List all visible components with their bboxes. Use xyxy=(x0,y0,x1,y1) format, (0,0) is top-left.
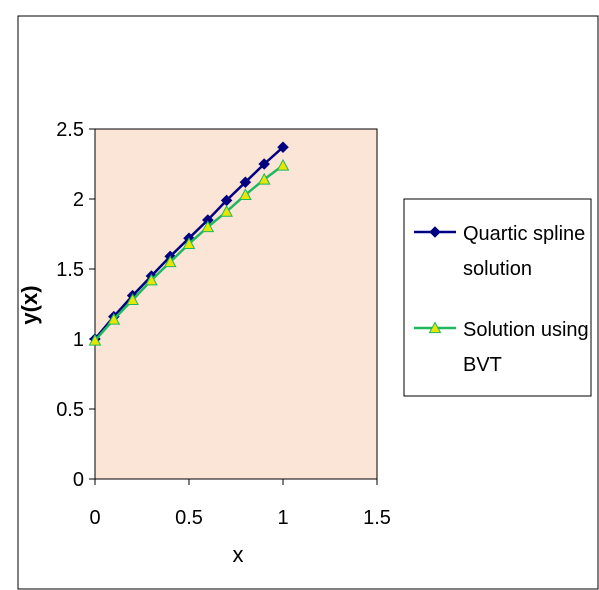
x-tick-label: 0.5 xyxy=(175,507,203,529)
series-2-point xyxy=(276,158,290,171)
legend-label-line: BVT xyxy=(463,354,502,376)
y-axis-label: y(x) xyxy=(17,285,42,324)
y-tick-label: 2 xyxy=(73,189,84,211)
series-2-point xyxy=(239,188,252,200)
plot-area xyxy=(94,128,378,480)
legend-label-line: solution xyxy=(463,258,532,280)
y-tick-label: 2.5 xyxy=(56,119,84,141)
series-2-point xyxy=(220,205,233,217)
legend-label-line: Quartic spline xyxy=(463,223,585,245)
series-2-point xyxy=(201,220,215,233)
x-axis: 0 0.5 1 1.5 xyxy=(89,478,391,529)
y-tick-label: 1 xyxy=(73,329,84,351)
legend-label-line: Solution using xyxy=(463,319,589,341)
series-1-point xyxy=(277,141,289,154)
series-layer xyxy=(88,141,290,346)
x-tick-label: 1 xyxy=(277,507,288,529)
series-2-point xyxy=(107,312,121,325)
y-tick-label: 1.5 xyxy=(56,259,84,281)
x-tick-label: 1.5 xyxy=(363,507,391,529)
legend-swatch-marker xyxy=(428,321,442,334)
series-2 xyxy=(88,158,290,346)
legend-entry-2: Solution using BVT xyxy=(414,319,589,376)
legend: Quartic spline solution Solution using BVT xyxy=(403,198,592,397)
series-1-point xyxy=(258,158,271,170)
y-axis: 0 0.5 1 1.5 2 2.5 xyxy=(56,119,96,491)
series-2-point xyxy=(88,333,102,346)
series-1-point xyxy=(239,176,252,189)
series-2-point xyxy=(257,172,271,185)
series-2-point xyxy=(126,293,139,305)
legend-swatch-marker xyxy=(429,226,441,238)
series-2-point xyxy=(163,255,177,268)
x-tick-label: 0 xyxy=(89,507,100,529)
legend-entry-1: Quartic spline solution xyxy=(414,223,585,280)
y-tick-label: 0.5 xyxy=(56,399,84,421)
y-tick-label: 0 xyxy=(73,469,84,491)
x-axis-label: x xyxy=(233,542,244,567)
series-2-point xyxy=(145,273,158,286)
series-2-point xyxy=(182,237,196,249)
